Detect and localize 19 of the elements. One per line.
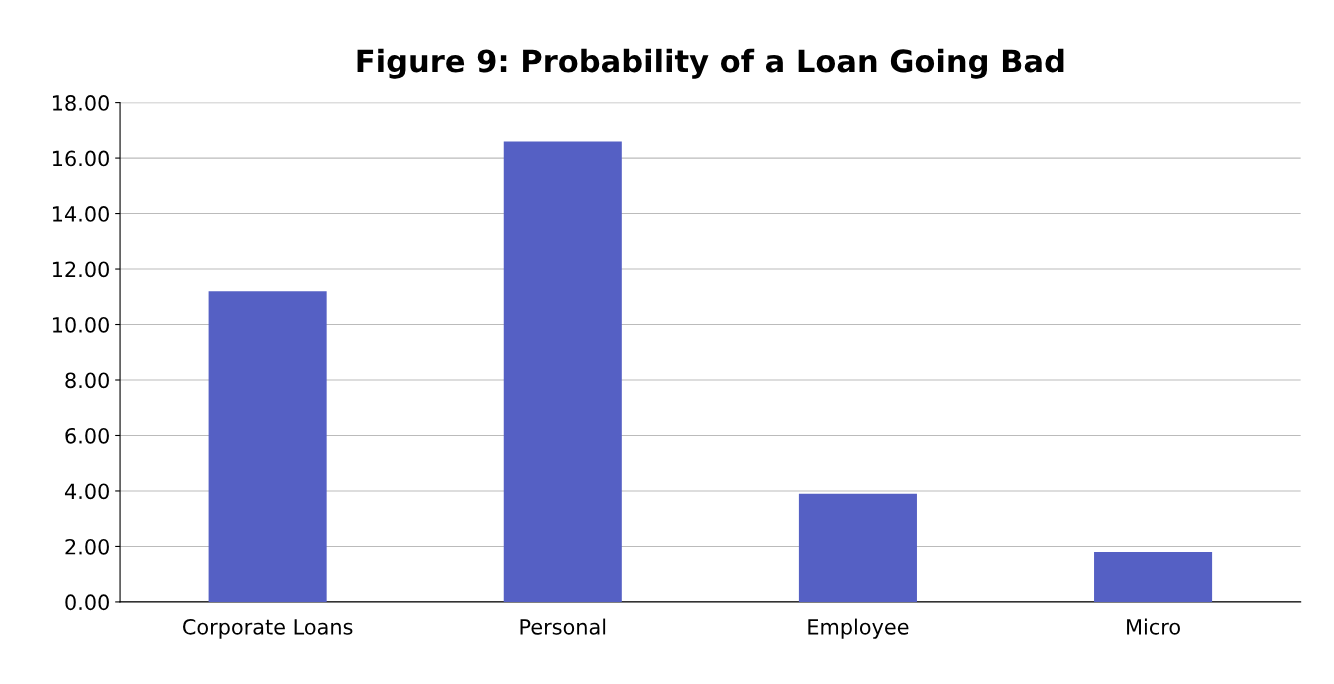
bar <box>208 291 327 602</box>
y-tick-label: 14.00 <box>52 206 109 222</box>
bar <box>503 141 622 602</box>
y-tick-label: 8.00 <box>65 372 109 389</box>
chart-title: Figure 9: Probability of a Loan Going Bad <box>357 48 1064 79</box>
y-tick-label: 18.00 <box>52 95 109 111</box>
y-tick-label: 6.00 <box>65 427 109 444</box>
y-tick-label: 10.00 <box>52 316 109 333</box>
y-tick-label: 12.00 <box>52 261 109 278</box>
bar <box>1094 551 1213 602</box>
x-tick-label: Personal <box>520 618 606 635</box>
y-tick-label: 16.00 <box>52 150 109 167</box>
x-tick-label: Micro <box>1127 618 1180 635</box>
y-tick-label: 0.00 <box>65 594 109 611</box>
x-tick-label: Corporate Loans <box>183 618 353 639</box>
x-tick-label: Employee <box>808 618 909 639</box>
y-tick-label: 4.00 <box>64 483 109 500</box>
bar <box>798 493 917 602</box>
y-tick-label: 2.00 <box>65 538 109 555</box>
